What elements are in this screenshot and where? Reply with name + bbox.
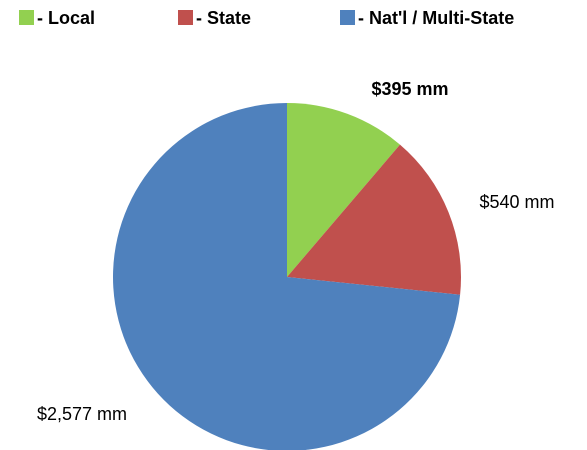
legend-label: - Local [37,8,95,28]
legend-swatch [19,10,34,25]
legend-label: - State [196,8,251,28]
data-label: $2,577 mm [37,404,127,424]
legend-swatch [340,10,355,25]
legend-swatch [178,10,193,25]
pie-slice [287,144,461,295]
data-label: $540 mm [479,192,554,212]
legend-label: - Nat'l / Multi-State [358,8,514,28]
pie-slice [113,103,461,450]
pie-slice [287,103,400,277]
data-label: $395 mm [371,79,448,99]
